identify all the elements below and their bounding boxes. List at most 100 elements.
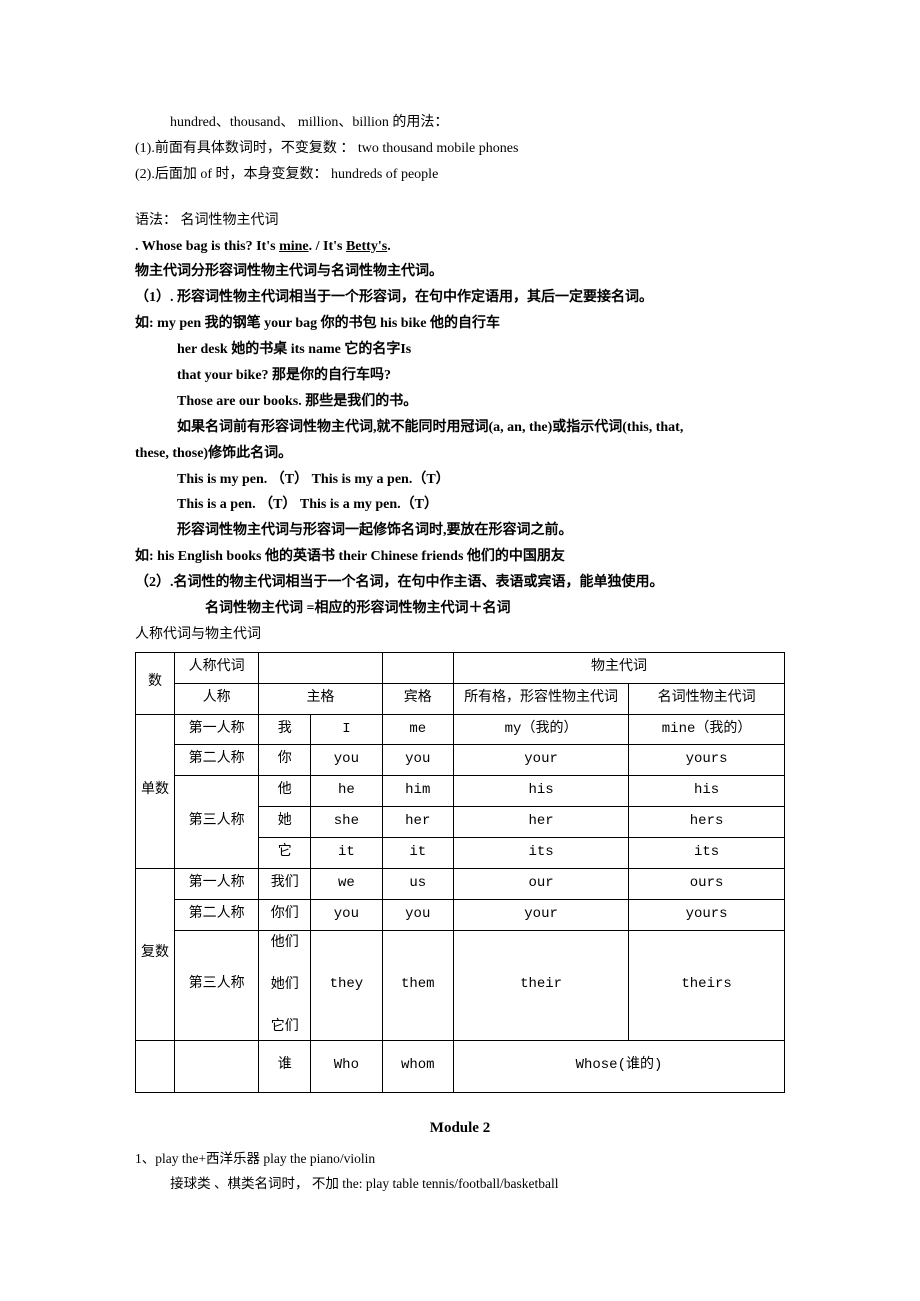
text-line: Those are our books. 那些是我们的书。 <box>135 389 785 415</box>
text-line: This is my pen. （T） This is my a pen.（T） <box>135 467 785 493</box>
cell: mine（我的） <box>629 714 785 745</box>
cell: your <box>453 745 628 776</box>
cell: theirs <box>629 930 785 1040</box>
table-row: 复数 第一人称 我们 we us our ours <box>136 869 785 900</box>
text-fragment: . / It's <box>309 239 346 254</box>
cell: Who <box>311 1040 382 1092</box>
cell: we <box>311 869 382 900</box>
header-object: 宾格 <box>382 683 453 714</box>
cell: yours <box>629 899 785 930</box>
cell: 你 <box>259 745 311 776</box>
text-line: hundred、thousand、 million、billion 的用法： <box>135 110 785 136</box>
text-line: her desk 她的书桌 its name 它的名字Is <box>135 337 785 363</box>
cell: his <box>453 776 628 807</box>
cell: me <box>382 714 453 745</box>
cell: 她 <box>259 807 311 838</box>
cell: their <box>453 930 628 1040</box>
cell: our <box>453 869 628 900</box>
cell: they <box>311 930 382 1040</box>
text-fragment: mine <box>279 239 309 254</box>
cell: my（我的） <box>453 714 628 745</box>
cell: 第一人称 <box>174 869 258 900</box>
cell: her <box>453 807 628 838</box>
text-line: (2).后面加 of 时，本身变复数： hundreds of people <box>135 162 785 188</box>
cell: its <box>629 838 785 869</box>
text-line: 形容词性物主代词与形容词一起修饰名词时,要放在形容词之前。 <box>135 518 785 544</box>
header-subject: 主格 <box>259 683 382 714</box>
cell: I <box>311 714 382 745</box>
cell: she <box>311 807 382 838</box>
cell: whom <box>382 1040 453 1092</box>
text-line: （2）.名词性的物主代词相当于一个名词，在句中作主语、表语或宾语，能单独使用。 <box>135 570 785 596</box>
cell: us <box>382 869 453 900</box>
cell: your <box>453 899 628 930</box>
cell: you <box>382 899 453 930</box>
cell: him <box>382 776 453 807</box>
text-line: 名词性物主代词 =相应的形容词性物主代词＋名词 <box>135 596 785 622</box>
text-line: 如: my pen 我的钢笔 your bag 你的书包 his bike 他的… <box>135 311 785 337</box>
cell: his <box>629 776 785 807</box>
text-line: 如: his English books 他的英语书 their Chinese… <box>135 544 785 570</box>
header-num: 数 <box>136 652 175 714</box>
cell <box>174 1040 258 1092</box>
pronoun-table: 数 人称代词 物主代词 人称 主格 宾格 所有格，形容性物主代词 名词性物主代词… <box>135 652 785 1093</box>
group-plural: 复数 <box>136 869 175 1041</box>
text-line: 1、play the+西洋乐器 play the piano/violin <box>135 1147 785 1172</box>
cell: 第一人称 <box>174 714 258 745</box>
cell: 他 <box>259 776 311 807</box>
cell: you <box>311 899 382 930</box>
table-row: 第三人称 他们 她们 它们 they them their theirs <box>136 930 785 1040</box>
header-noun-poss: 名词性物主代词 <box>629 683 785 714</box>
cell: 第二人称 <box>174 899 258 930</box>
cell: it <box>311 838 382 869</box>
cell: 你们 <box>259 899 311 930</box>
cell <box>136 1040 175 1092</box>
cell: hers <box>629 807 785 838</box>
text-fragment: . <box>387 239 391 254</box>
cell: 第二人称 <box>174 745 258 776</box>
table-row: 第三人称 他 he him his his <box>136 776 785 807</box>
cell: he <box>311 776 382 807</box>
text-line: （1）. 形容词性物主代词相当于一个形容词，在句中作定语用，其后一定要接名词。 <box>135 285 785 311</box>
text-line: (1).前面有具体数词时，不变复数 ： two thousand mobile … <box>135 136 785 162</box>
group-singular: 单数 <box>136 714 175 868</box>
cell: 谁 <box>259 1040 311 1092</box>
text-line: 人称代词与物主代词 <box>135 622 785 648</box>
text-line: that your bike? 那是你的自行车吗? <box>135 363 785 389</box>
cell: her <box>382 807 453 838</box>
table-row: 第二人称 你们 you you your yours <box>136 899 785 930</box>
text-line: 接球类 、棋类名词时， 不加 the: play table tennis/fo… <box>135 1172 785 1197</box>
cell: you <box>382 745 453 776</box>
text-line: these, those)修饰此名词。 <box>135 441 785 467</box>
cell: 我 <box>259 714 311 745</box>
text-line: 语法： 名词性物主代词 <box>135 208 785 234</box>
header-person: 人称 <box>174 683 258 714</box>
cell: you <box>311 745 382 776</box>
module-title: Module 2 <box>135 1115 785 1143</box>
cell: it <box>382 838 453 869</box>
cell: 第三人称 <box>174 776 258 869</box>
text-line: This is a pen. （T） This is a my pen.（T） <box>135 492 785 518</box>
table-subheader-row: 人称 主格 宾格 所有格，形容性物主代词 名词性物主代词 <box>136 683 785 714</box>
cell: Whose(谁的) <box>453 1040 784 1092</box>
table-header-row: 数 人称代词 物主代词 <box>136 652 785 683</box>
table-row: 第二人称 你 you you your yours <box>136 745 785 776</box>
table-row: 谁 Who whom Whose(谁的) <box>136 1040 785 1092</box>
text-fragment: Betty's <box>346 239 387 254</box>
cell: 第三人称 <box>174 930 258 1040</box>
cell: them <box>382 930 453 1040</box>
text-line: . Whose bag is this? It's mine. / It's B… <box>135 234 785 260</box>
header-personal: 人称代词 <box>174 652 258 683</box>
header-possessive: 物主代词 <box>453 652 784 683</box>
cell: 他们 她们 它们 <box>259 930 311 1040</box>
text-line: 物主代词分形容词性物主代词与名词性物主代词。 <box>135 259 785 285</box>
cell: ours <box>629 869 785 900</box>
text-fragment: . Whose bag is this? It's <box>135 239 279 254</box>
cell: 我们 <box>259 869 311 900</box>
cell: yours <box>629 745 785 776</box>
header-adj-poss: 所有格，形容性物主代词 <box>453 683 628 714</box>
cell: its <box>453 838 628 869</box>
cell: 它 <box>259 838 311 869</box>
text-line: 如果名词前有形容词性物主代词,就不能同时用冠词(a, an, the)或指示代词… <box>135 415 785 441</box>
table-row: 单数 第一人称 我 I me my（我的） mine（我的） <box>136 714 785 745</box>
